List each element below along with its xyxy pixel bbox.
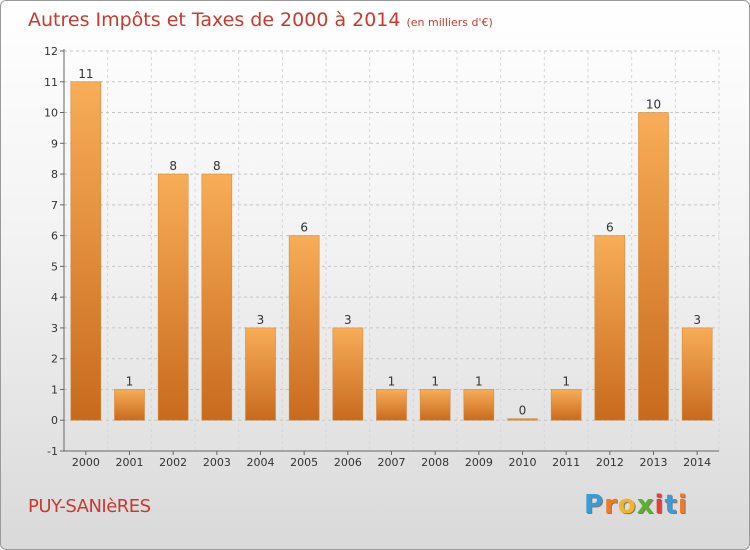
y-tick-label: 0 — [51, 414, 58, 427]
logo-letter: i — [654, 490, 665, 520]
bar — [507, 418, 538, 421]
data-label: 6 — [606, 221, 614, 235]
x-tick-label: 2010 — [509, 456, 537, 469]
y-tick-label: 1 — [51, 383, 58, 396]
y-tick-label: 11 — [44, 76, 58, 89]
y-tick-label: -1 — [47, 445, 58, 458]
y-tick-label: 7 — [51, 199, 58, 212]
y-tick-label: 12 — [44, 45, 58, 58]
x-tick-label: 2008 — [421, 456, 449, 469]
x-tick-label: 2004 — [247, 456, 275, 469]
x-tick-label: 2003 — [203, 456, 231, 469]
data-label: 1 — [475, 374, 483, 388]
x-tick-label: 2007 — [378, 456, 406, 469]
data-label: 1 — [562, 374, 570, 388]
x-tick-label: 2005 — [290, 456, 318, 469]
logo-letter: t — [664, 490, 678, 520]
chart-subtitle: (en milliers d'€) — [406, 16, 493, 29]
data-label: 0 — [519, 404, 527, 418]
bar — [114, 389, 145, 421]
y-tick-label: 3 — [51, 322, 58, 335]
bar — [638, 112, 669, 421]
data-label: 8 — [169, 159, 177, 173]
chart-title: Autres Impôts et Taxes de 2000 à 2014 — [28, 9, 401, 31]
x-tick-label: 2011 — [552, 456, 580, 469]
bar — [70, 81, 102, 421]
y-tick-label: 9 — [51, 137, 58, 150]
bar — [332, 327, 364, 421]
bar — [463, 389, 495, 421]
proxiti-logo: Proxiti — [584, 490, 688, 520]
bar — [550, 389, 582, 421]
x-tick-label: 2002 — [159, 456, 187, 469]
data-label: 1 — [431, 374, 439, 388]
logo-letter: r — [604, 490, 618, 520]
bar — [681, 327, 713, 421]
bar — [157, 173, 189, 421]
bar — [245, 327, 276, 421]
y-tick-label: 4 — [51, 291, 58, 304]
data-label: 11 — [78, 67, 93, 81]
bars — [70, 81, 713, 421]
data-label: 3 — [257, 313, 265, 327]
y-tick-label: 6 — [51, 230, 58, 243]
x-tick-label: 2006 — [334, 456, 362, 469]
y-tick-label: 2 — [51, 353, 58, 366]
y-tick-label: 5 — [51, 260, 58, 273]
x-tick-label: 2013 — [640, 456, 668, 469]
y-tick-label: 10 — [44, 107, 58, 120]
logo-letter: i — [677, 490, 688, 520]
data-label: 1 — [388, 374, 396, 388]
x-tick-label: 2014 — [683, 456, 711, 469]
labels: 1120001200182002820033200462005320061200… — [72, 67, 711, 469]
data-label: 8 — [213, 159, 221, 173]
x-tick-label: 2001 — [116, 456, 144, 469]
x-tick-label: 2000 — [72, 456, 100, 469]
data-label: 1 — [126, 374, 134, 388]
bar — [288, 235, 320, 421]
data-label: 10 — [646, 98, 661, 112]
bar — [376, 389, 407, 421]
data-label: 6 — [300, 221, 308, 235]
logo-letter: o — [617, 490, 637, 520]
commune-name: PUY-SANIèRES — [28, 496, 151, 517]
data-label: 3 — [344, 313, 352, 327]
data-label: 3 — [693, 313, 701, 327]
logo-letter: x — [636, 490, 655, 520]
x-tick-label: 2012 — [596, 456, 624, 469]
y-tick-label: 8 — [51, 168, 58, 181]
bar — [594, 235, 626, 421]
chart-title-block: Autres Impôts et Taxes de 2000 à 2014 (en… — [28, 9, 493, 31]
logo-letter: P — [584, 490, 605, 520]
bar — [201, 173, 233, 421]
bar — [419, 389, 451, 421]
x-tick-label: 2009 — [465, 456, 493, 469]
